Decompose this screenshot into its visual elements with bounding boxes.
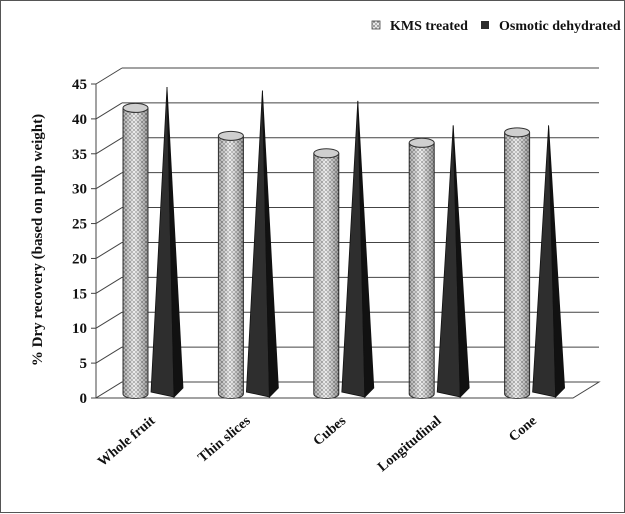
gridline-diagonal xyxy=(95,102,123,120)
bar-kms-top-cubes xyxy=(313,148,340,159)
gridline-diagonal xyxy=(95,242,123,259)
x-tick-label: Whole fruit xyxy=(95,413,158,469)
legend-swatch-kms xyxy=(371,20,381,30)
y-tick-label: 40 xyxy=(72,112,87,128)
gridline-diagonal xyxy=(95,346,123,364)
y-tick-label: 10 xyxy=(72,321,87,337)
gridline-diagonal xyxy=(95,311,123,329)
y-tick-label: 20 xyxy=(72,251,87,267)
gridline-diagonal xyxy=(95,67,123,85)
bar-osmotic-side-cone xyxy=(548,125,566,398)
x-tick-label: Longitudinal xyxy=(375,414,444,476)
y-tick-label: 0 xyxy=(80,391,88,407)
bar-kms-shade-cubes xyxy=(313,153,339,399)
x-tick-label: Cone xyxy=(506,414,539,445)
legend: KMS treated Osmotic dehydrated xyxy=(371,19,621,34)
bar-kms-shade-cone xyxy=(504,132,530,399)
gridline-diagonal xyxy=(95,137,123,155)
y-tick-label: 25 xyxy=(72,217,87,233)
legend-swatch-osmotic xyxy=(481,21,489,29)
bar-kms-top-whole-fruit xyxy=(122,102,149,113)
legend-label-osmotic: Osmotic dehydrated xyxy=(499,19,621,34)
y-tick-label: 45 xyxy=(72,77,87,93)
bar-kms-shade-longitudinal xyxy=(409,142,435,399)
gridline-diagonal xyxy=(95,172,123,190)
legend-label-kms: KMS treated xyxy=(390,19,468,34)
bar-osmotic-side-longitudinal xyxy=(452,125,470,398)
y-tick-label: 35 xyxy=(72,147,87,163)
x-tick-label: Thin slices xyxy=(195,413,254,466)
bar-osmotic-side-whole-fruit xyxy=(166,86,184,398)
bar-osmotic-side-thin-slices xyxy=(262,90,279,398)
bar-kms-top-thin-slices xyxy=(217,130,244,141)
y-axis-label: % Dry recovery (based on pulp weight) xyxy=(30,114,46,366)
gridline-diagonal xyxy=(95,276,123,294)
y-tick-label: 15 xyxy=(72,286,87,302)
y-tick-label: 30 xyxy=(72,182,87,198)
bar-kms-top-cone xyxy=(504,127,531,138)
bar-kms-shade-thin-slices xyxy=(218,135,244,399)
bar-kms-shade-whole-fruit xyxy=(123,107,148,399)
bar-kms-top-longitudinal xyxy=(408,137,435,148)
gridline-diagonal xyxy=(95,207,123,224)
x-tick-label: Cubes xyxy=(311,413,350,449)
y-tick-label: 5 xyxy=(80,356,88,372)
bar-osmotic-side-cubes xyxy=(357,100,375,398)
